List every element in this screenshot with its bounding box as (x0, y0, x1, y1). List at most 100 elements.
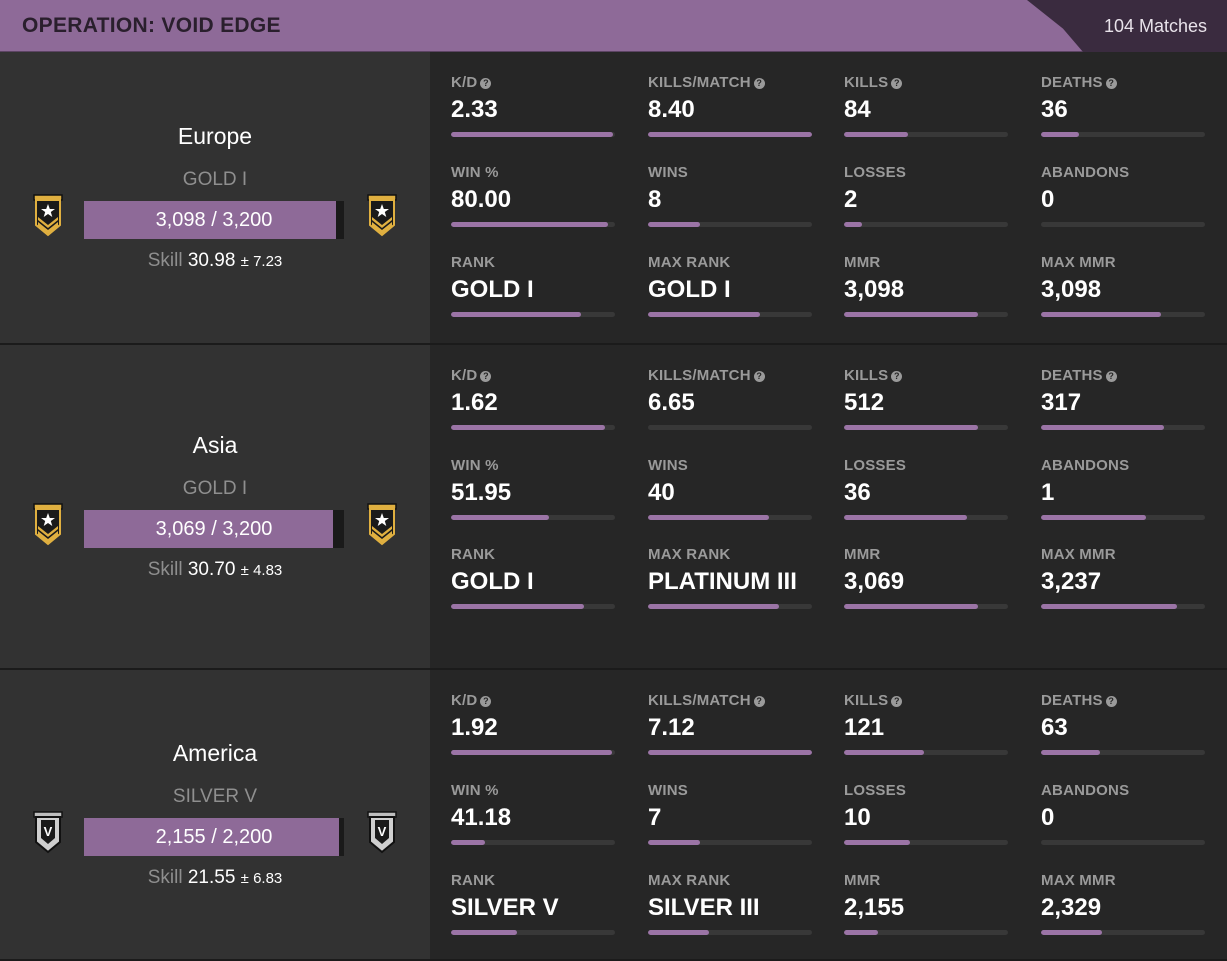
stat-bar (1041, 222, 1205, 227)
stat-bar (844, 132, 1008, 137)
stat-value: 2 (844, 186, 858, 213)
stat-bar (844, 425, 1008, 430)
stat-bar-fill (451, 840, 486, 845)
stat-win: WIN % 80.00 (451, 164, 616, 227)
stat-label: KILLS? (844, 74, 1009, 92)
stat-bar (844, 840, 1008, 845)
stat-bar (844, 312, 1008, 317)
gold-rank-icon (30, 193, 66, 239)
stat-max-mmr: MAX MMR 3,237 (1041, 546, 1206, 609)
mmr-progress-bar: 3,069 / 3,200 (84, 509, 344, 548)
stat-label-text: RANK (451, 872, 496, 889)
stat-wins: WINS 40 (648, 457, 813, 520)
stat-value: 8.40 (648, 96, 695, 123)
stat-bar (451, 312, 615, 317)
region-name: Europe (177, 122, 253, 149)
stat-bar-fill (1041, 312, 1161, 317)
stat-mmr: MMR 3,098 (844, 254, 1009, 317)
stat-bar-fill (1041, 930, 1102, 935)
stat-losses: LOSSES 2 (844, 164, 1009, 227)
stat-bar (1041, 750, 1205, 755)
stat-max-mmr: MAX MMR 3,098 (1041, 254, 1206, 317)
stat-k-d: K/D? 2.33 (451, 74, 616, 137)
stat-label-text: K/D (451, 74, 478, 91)
stat-deaths: DEATHS? 36 (1041, 74, 1206, 137)
skill-line: Skill 30.70 ± 4.83 (0, 559, 430, 581)
stat-value: 317 (1041, 389, 1082, 416)
stat-value: GOLD I (648, 276, 731, 303)
stat-label-text: MAX RANK (648, 872, 731, 889)
next-gold-rank-icon (364, 193, 400, 239)
region-asia: Asia GOLD I 3,069 / 3,200 Skill 30.70 ± 4.8… (0, 345, 1227, 670)
stat-label-text: DEATHS (1041, 74, 1103, 91)
help-icon[interactable]: ? (480, 371, 492, 382)
gold-rank-icon (30, 502, 66, 548)
stat-value: PLATINUM III (648, 568, 797, 595)
stat-value: 1.62 (451, 389, 498, 416)
region-europe: Europe GOLD I 3,098 / 3,200 Skill 30.98 ± 7… (0, 52, 1227, 345)
stat-bar-fill (648, 222, 701, 227)
stat-value: 3,237 (1041, 568, 1102, 595)
stat-label: K/D? (451, 367, 616, 385)
stat-bar (1041, 312, 1205, 317)
stat-label-text: K/D (451, 692, 478, 709)
help-icon[interactable]: ? (480, 696, 492, 707)
stat-bar (648, 750, 812, 755)
stat-label: ABANDONS (1041, 164, 1206, 182)
help-icon[interactable]: ? (1105, 696, 1117, 707)
stat-bar (648, 930, 812, 935)
stat-bar-fill (451, 132, 614, 137)
stat-value: 63 (1041, 714, 1068, 741)
stat-label-text: WINS (648, 164, 688, 181)
help-icon[interactable]: ? (891, 371, 903, 382)
stat-bar (844, 222, 1008, 227)
region-stats (430, 670, 1227, 959)
stat-value: 0 (1041, 804, 1055, 831)
stat-bar-fill (1041, 132, 1079, 137)
stat-bar (1041, 515, 1205, 520)
stat-label-text: MAX RANK (648, 254, 731, 271)
stat-value: 84 (844, 96, 871, 123)
skill-line: Skill 21.55 ± 6.83 (0, 867, 430, 889)
skill-line: Skill 30.98 ± 7.23 (0, 250, 430, 272)
skill-value: 21.55 (187, 866, 236, 888)
stat-label-text: MAX MMR (1041, 872, 1116, 889)
stat-label-text: WINS (648, 457, 688, 474)
stat-label-text: RANK (451, 254, 496, 271)
stat-label-text: KILLS (844, 74, 889, 91)
help-icon[interactable]: ? (480, 78, 492, 89)
help-icon[interactable]: ? (753, 696, 765, 707)
stat-bar-fill (451, 930, 517, 935)
stat-label: MMR (844, 872, 1009, 890)
help-icon[interactable]: ? (753, 371, 765, 382)
stat-value: GOLD I (451, 568, 534, 595)
stat-label: MMR (844, 254, 1009, 272)
stat-label: DEATHS? (1041, 367, 1206, 385)
stat-bar-fill (844, 930, 879, 935)
svg-text:V: V (378, 824, 387, 839)
help-icon[interactable]: ? (891, 78, 903, 89)
stat-value: GOLD I (451, 276, 534, 303)
region-rank: GOLD I (182, 168, 248, 190)
help-icon[interactable]: ? (891, 696, 903, 707)
region-name: Asia (192, 431, 238, 458)
stat-label: WIN % (451, 782, 616, 800)
stat-label-text: ABANDONS (1041, 782, 1130, 799)
help-icon[interactable]: ? (1105, 78, 1117, 89)
stat-value: 41.18 (451, 804, 512, 831)
help-icon[interactable]: ? (1105, 371, 1117, 382)
stat-label: WIN % (451, 457, 616, 475)
help-icon[interactable]: ? (753, 78, 765, 89)
stat-wins: WINS 8 (648, 164, 813, 227)
silver-rank-icon: V (30, 810, 66, 856)
stat-bar (844, 750, 1008, 755)
skill-label: Skill (147, 866, 183, 888)
stat-kills-match: KILLS/MATCH? 8.40 (648, 74, 813, 137)
stat-bar-fill (648, 750, 812, 755)
stat-bar (451, 425, 615, 430)
skill-deviation: ± 6.83 (240, 869, 283, 887)
stat-bar-fill (844, 840, 910, 845)
stat-max-rank: MAX RANK PLATINUM III (648, 546, 813, 609)
matches-count: 104 Matches (1103, 16, 1207, 36)
stat-k-d: K/D? 1.62 (451, 367, 616, 430)
